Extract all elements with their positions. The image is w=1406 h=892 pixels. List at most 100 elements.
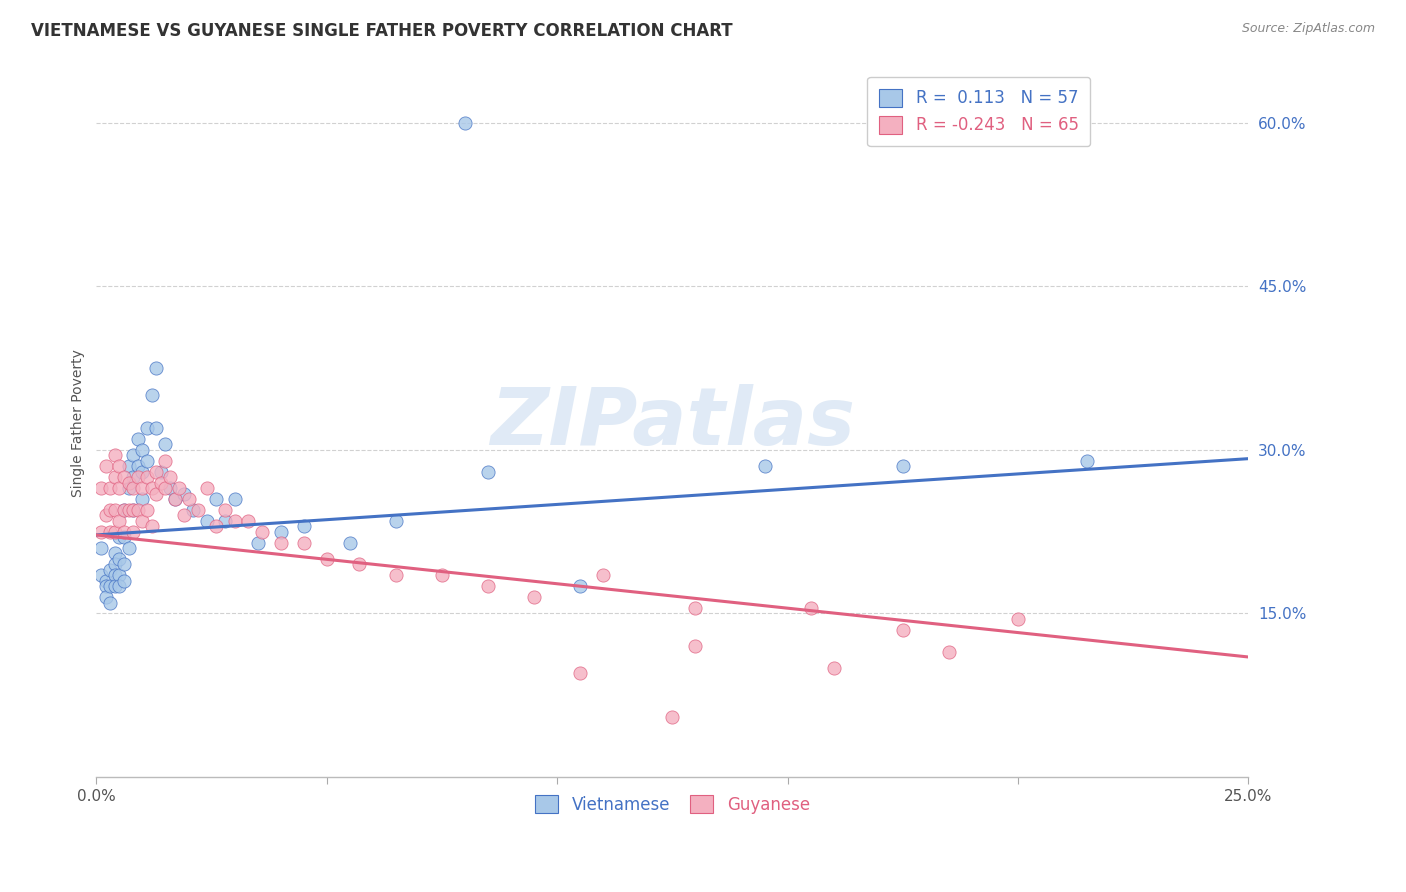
- Point: [155, 454, 177, 468]
- Point: [214, 503, 236, 517]
- Point: [339, 535, 361, 549]
- Point: [136, 470, 159, 484]
- Point: [108, 481, 131, 495]
- Point: [195, 481, 218, 495]
- Point: [98, 563, 121, 577]
- Point: [112, 503, 135, 517]
- Point: [685, 639, 707, 653]
- Point: [891, 459, 914, 474]
- Point: [145, 486, 167, 500]
- Point: [104, 568, 127, 582]
- Point: [569, 666, 592, 681]
- Point: [136, 421, 159, 435]
- Point: [195, 514, 218, 528]
- Point: [122, 470, 145, 484]
- Point: [661, 710, 683, 724]
- Point: [173, 508, 195, 523]
- Point: [117, 503, 139, 517]
- Point: [122, 503, 145, 517]
- Point: [159, 470, 181, 484]
- Point: [104, 524, 127, 539]
- Point: [98, 595, 121, 609]
- Point: [131, 481, 153, 495]
- Point: [122, 524, 145, 539]
- Point: [823, 661, 845, 675]
- Point: [112, 503, 135, 517]
- Point: [104, 558, 127, 572]
- Point: [592, 568, 614, 582]
- Point: [685, 601, 707, 615]
- Point: [104, 579, 127, 593]
- Point: [163, 491, 186, 506]
- Point: [1007, 612, 1029, 626]
- Point: [108, 579, 131, 593]
- Point: [90, 524, 112, 539]
- Point: [90, 568, 112, 582]
- Point: [754, 459, 776, 474]
- Point: [145, 465, 167, 479]
- Point: [385, 514, 408, 528]
- Point: [122, 449, 145, 463]
- Point: [205, 519, 228, 533]
- Point: [477, 465, 499, 479]
- Point: [252, 524, 274, 539]
- Point: [155, 481, 177, 495]
- Point: [90, 481, 112, 495]
- Text: VIETNAMESE VS GUYANESE SINGLE FATHER POVERTY CORRELATION CHART: VIETNAMESE VS GUYANESE SINGLE FATHER POV…: [31, 22, 733, 40]
- Point: [224, 514, 246, 528]
- Point: [104, 503, 127, 517]
- Point: [108, 459, 131, 474]
- Point: [131, 442, 153, 457]
- Point: [477, 579, 499, 593]
- Point: [149, 465, 172, 479]
- Point: [292, 519, 315, 533]
- Point: [238, 514, 260, 528]
- Point: [94, 459, 117, 474]
- Point: [108, 514, 131, 528]
- Point: [347, 558, 370, 572]
- Point: [127, 432, 149, 446]
- Point: [149, 475, 172, 490]
- Point: [122, 481, 145, 495]
- Point: [117, 481, 139, 495]
- Point: [141, 481, 163, 495]
- Point: [523, 590, 546, 604]
- Point: [136, 454, 159, 468]
- Point: [108, 530, 131, 544]
- Point: [145, 421, 167, 435]
- Point: [938, 644, 960, 658]
- Point: [891, 623, 914, 637]
- Point: [136, 503, 159, 517]
- Point: [94, 508, 117, 523]
- Point: [98, 503, 121, 517]
- Point: [112, 574, 135, 588]
- Point: [112, 558, 135, 572]
- Point: [141, 388, 163, 402]
- Point: [127, 503, 149, 517]
- Point: [155, 437, 177, 451]
- Point: [94, 590, 117, 604]
- Point: [117, 541, 139, 555]
- Point: [122, 503, 145, 517]
- Point: [94, 579, 117, 593]
- Point: [224, 491, 246, 506]
- Point: [181, 503, 204, 517]
- Y-axis label: Single Father Poverty: Single Father Poverty: [72, 349, 86, 497]
- Point: [131, 465, 153, 479]
- Point: [104, 470, 127, 484]
- Point: [569, 579, 592, 593]
- Point: [127, 470, 149, 484]
- Point: [98, 579, 121, 593]
- Point: [177, 491, 200, 506]
- Point: [163, 491, 186, 506]
- Point: [454, 116, 477, 130]
- Point: [94, 574, 117, 588]
- Point: [131, 514, 153, 528]
- Point: [270, 535, 292, 549]
- Point: [214, 514, 236, 528]
- Point: [112, 470, 135, 484]
- Point: [117, 475, 139, 490]
- Point: [173, 486, 195, 500]
- Point: [800, 601, 823, 615]
- Point: [104, 546, 127, 560]
